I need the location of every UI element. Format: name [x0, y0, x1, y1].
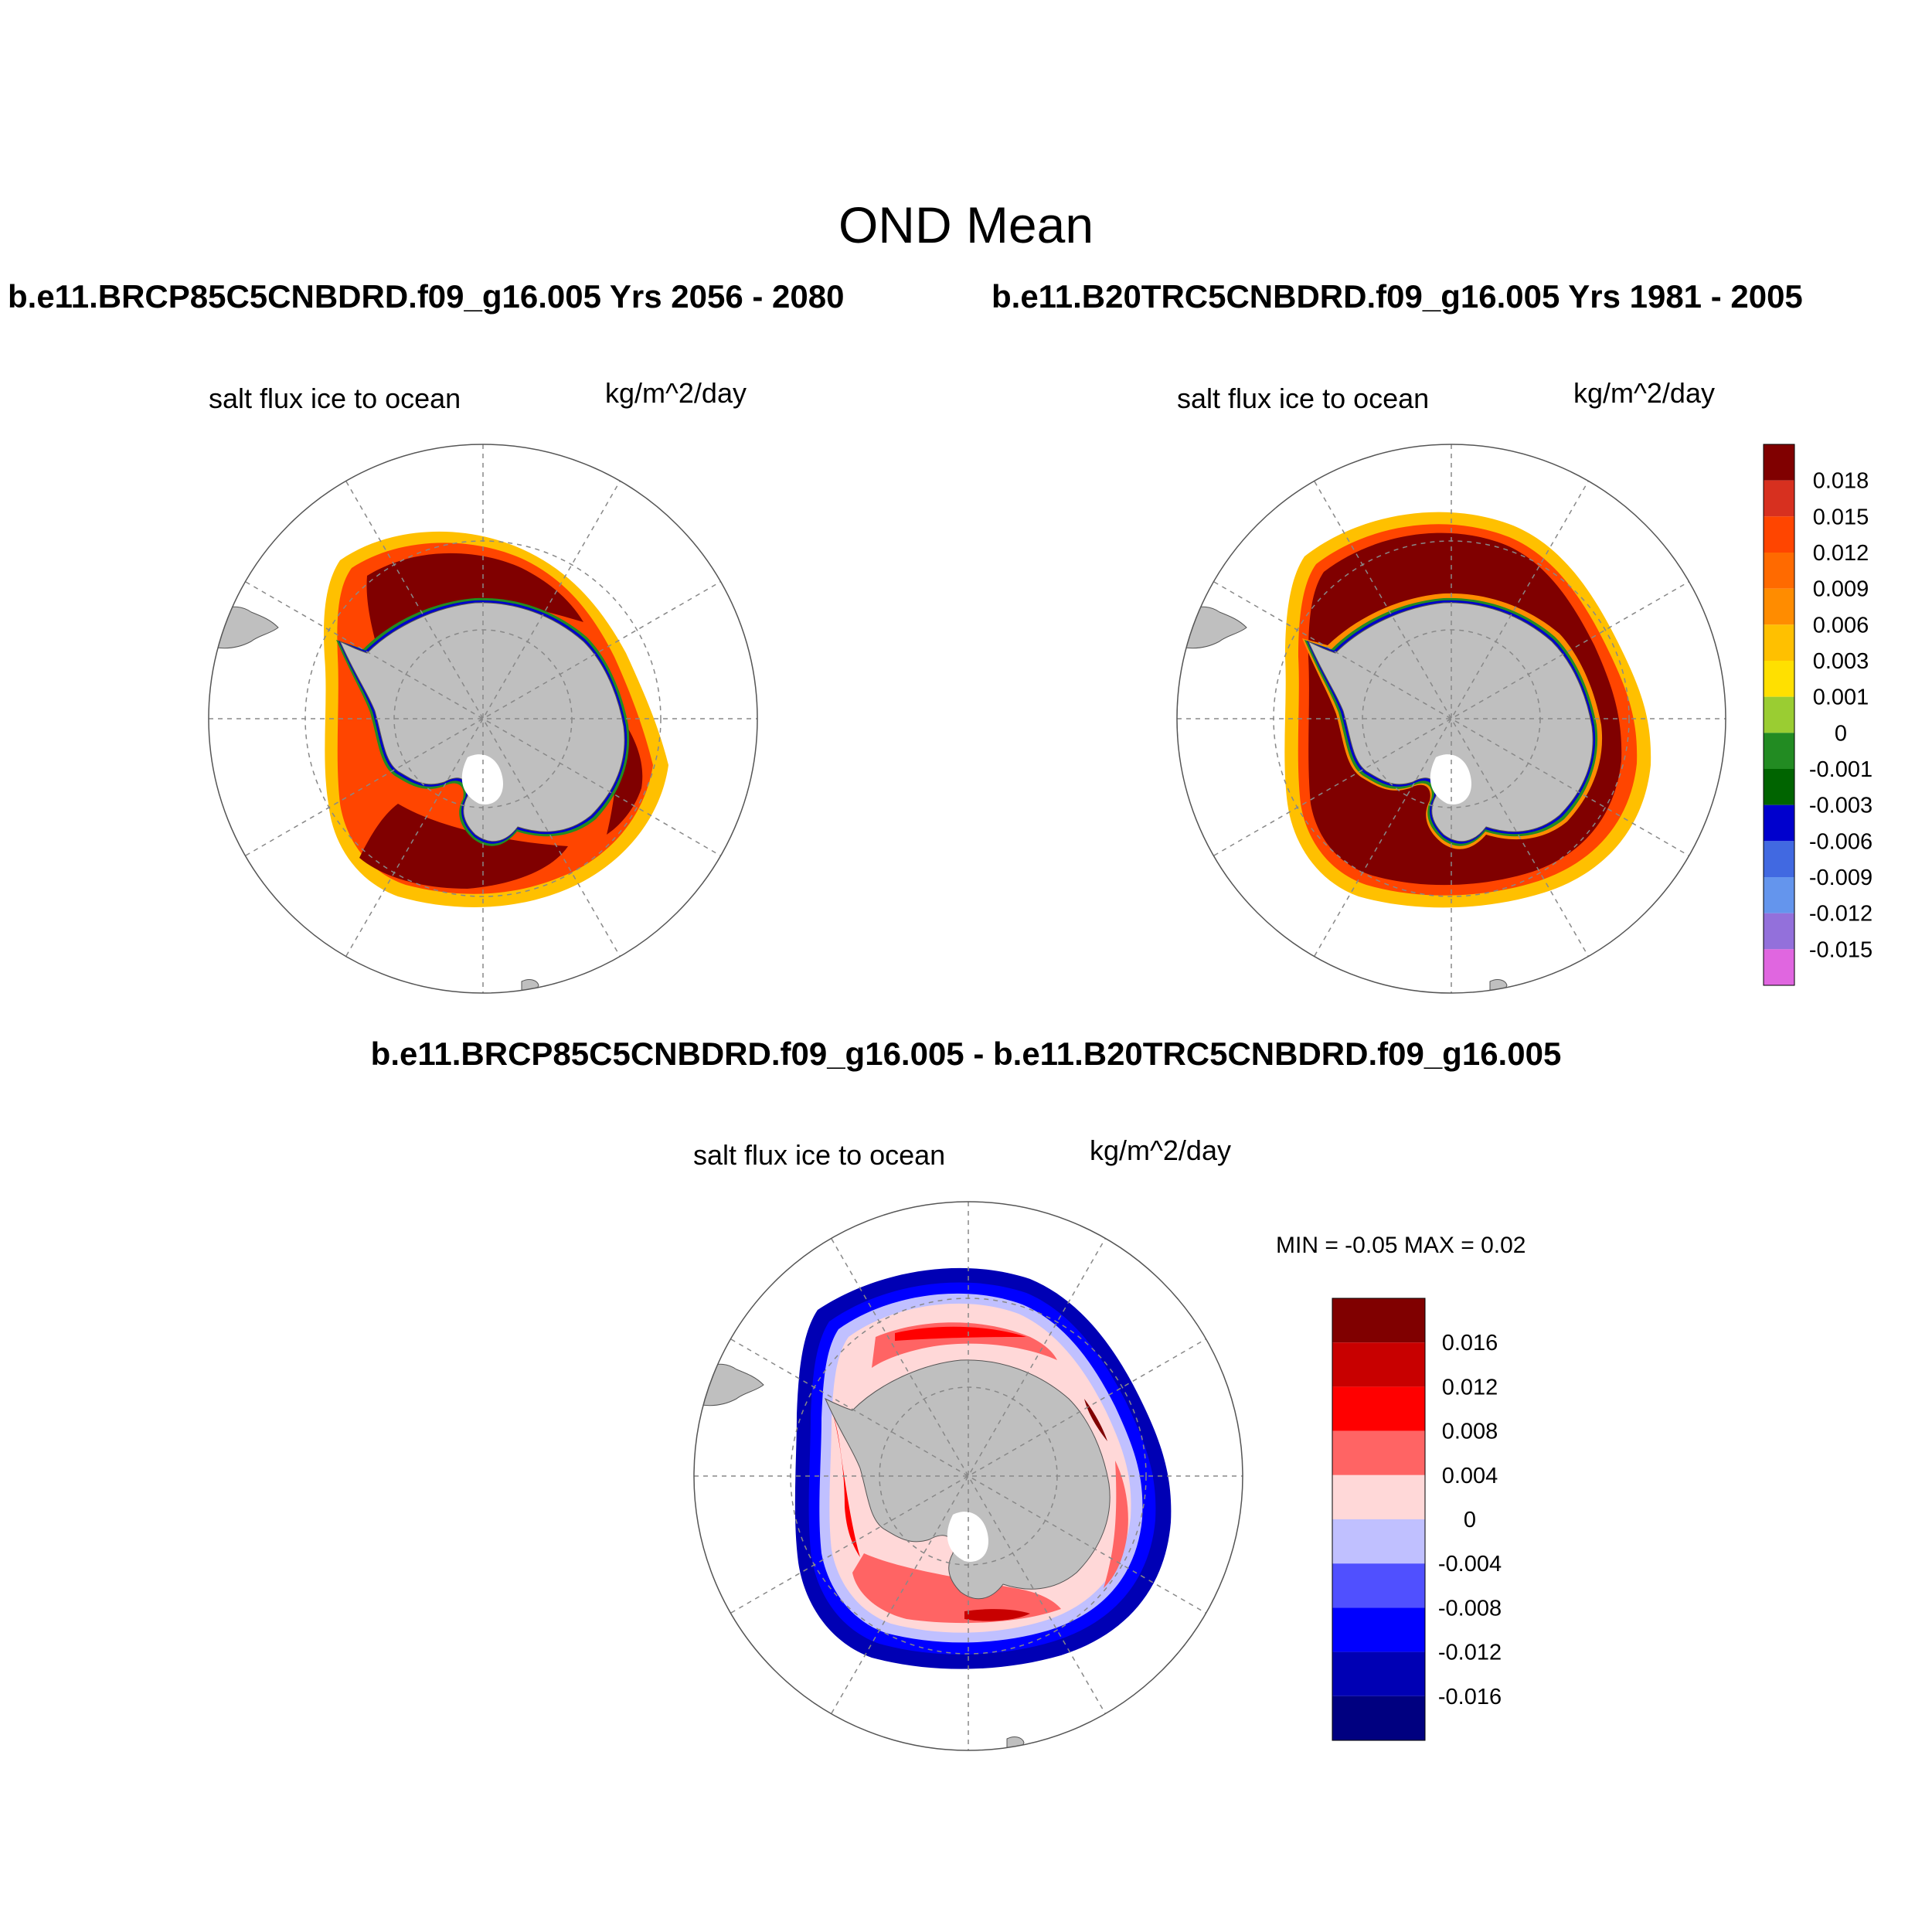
colorbar-diff-label: 0.008 — [1442, 1420, 1498, 1444]
colorbar-main-label: -0.001 — [1809, 757, 1872, 782]
diff-red-east — [1104, 1461, 1128, 1588]
colorbar-main-box — [1764, 444, 1794, 481]
panel-a-units: kg/m^2/day — [605, 377, 747, 409]
colorbar-main-label: 0.006 — [1813, 613, 1869, 638]
panel-a-variable: salt flux ice to ocean — [209, 383, 461, 414]
case-a-title: b.e11.BRCP85C5CNBDRD.f09_g16.005 Yrs 205… — [8, 278, 845, 315]
colorbar-diff-box — [1332, 1607, 1425, 1652]
map-panel-a — [208, 444, 758, 994]
colorbar-diff-label: 0 — [1464, 1508, 1476, 1532]
colorbar-main-box — [1764, 696, 1794, 733]
map-panel-diff — [693, 1201, 1243, 1751]
seaice-darkred-south — [359, 804, 568, 889]
colorbar-main-box — [1764, 588, 1794, 625]
colorbar-main-box — [1764, 480, 1794, 517]
panel-b-units: kg/m^2/day — [1573, 377, 1715, 409]
colorbar-main-box — [1764, 661, 1794, 697]
map-panel-b — [1176, 444, 1726, 994]
seaice-darkred-ring — [1308, 532, 1622, 886]
colorbar-main-label: 0.009 — [1813, 577, 1869, 602]
colorbar-main-label: -0.003 — [1809, 794, 1872, 818]
panel-diff-units: kg/m^2/day — [1090, 1134, 1231, 1166]
colorbar-main-label: 0.018 — [1813, 469, 1869, 494]
colorbar-main-label: -0.006 — [1809, 829, 1872, 854]
colorbar-diff-label: 0.016 — [1442, 1331, 1498, 1355]
diff-darkred-east — [1084, 1399, 1107, 1441]
colorbar-main-box — [1764, 553, 1794, 589]
colorbar-diff-box — [1332, 1342, 1425, 1387]
colorbar-diff-box — [1332, 1519, 1425, 1564]
difference-title: b.e11.BRCP85C5CNBDRD.f09_g16.005 - b.e11… — [370, 1036, 1562, 1072]
colorbar-diff-label: -0.012 — [1438, 1641, 1502, 1665]
diff-red-south-core — [964, 1609, 1030, 1621]
colorbar-diff-box — [1332, 1298, 1425, 1343]
colorbar-diff-box — [1332, 1651, 1425, 1696]
colorbar-main-label: -0.015 — [1809, 937, 1872, 962]
colorbar-main-box — [1764, 769, 1794, 805]
colorbar-main-box — [1764, 733, 1794, 769]
colorbar-diff-label: -0.016 — [1438, 1685, 1502, 1709]
panel-b-variable: salt flux ice to ocean — [1177, 383, 1430, 414]
colorbar-diff-box — [1332, 1696, 1425, 1740]
min-max-readout: MIN = -0.05 MAX = 0.02 — [1276, 1233, 1526, 1258]
case-b-title: b.e11.B20TRC5CNBDRD.f09_g16.005 Yrs 1981… — [992, 278, 1803, 315]
figure-title: OND Mean — [838, 196, 1094, 253]
colorbar-main-box — [1764, 949, 1794, 985]
colorbar-main-label: 0 — [1835, 721, 1847, 746]
colorbar-diff-box — [1332, 1386, 1425, 1431]
colorbar-diff-label: -0.004 — [1438, 1552, 1502, 1577]
colorbar-diff-box — [1332, 1430, 1425, 1475]
colorbar-diff: 0.016 0.012 0.008 0.004 0 -0.004 -0.008 -0.012 -… — [1332, 1298, 1502, 1741]
colorbar-main-label: 0.003 — [1813, 649, 1869, 674]
colorbar-main-label: -0.009 — [1809, 866, 1872, 890]
colorbar-main-label: 0.015 — [1813, 505, 1869, 529]
colorbar-main-box — [1764, 841, 1794, 877]
colorbar-main-box — [1764, 624, 1794, 661]
colorbar-diff-box — [1332, 1563, 1425, 1608]
colorbar-main-label: 0.012 — [1813, 541, 1869, 566]
colorbar-diff-box — [1332, 1475, 1425, 1519]
colorbar-main-box — [1764, 516, 1794, 553]
colorbar-main-box — [1764, 804, 1794, 842]
colorbar-diff-label: 0.004 — [1442, 1464, 1498, 1488]
diff-red-north-core — [895, 1326, 1026, 1341]
panel-diff-variable: salt flux ice to ocean — [693, 1139, 946, 1171]
colorbar-main-label: -0.012 — [1809, 902, 1872, 927]
colorbar-diff-label: -0.008 — [1438, 1596, 1502, 1621]
colorbar-main-label: 0.001 — [1813, 685, 1869, 710]
colorbar-diff-label: 0.012 — [1442, 1375, 1498, 1400]
colorbar-main-box — [1764, 913, 1794, 950]
colorbar-main: 0.018 0.015 0.012 0.009 0.006 0.003 0.001 0 -0.0… — [1763, 444, 1872, 986]
colorbar-main-box — [1764, 877, 1794, 913]
